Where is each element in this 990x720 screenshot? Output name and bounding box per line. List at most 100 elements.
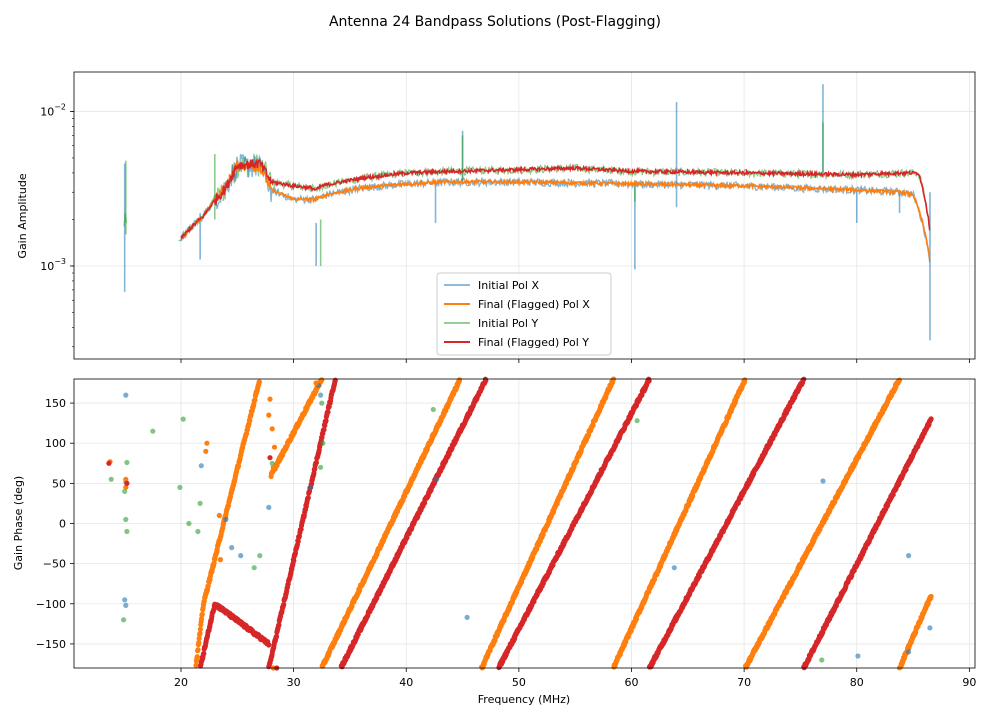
final-pol-y-line (180, 157, 931, 239)
final-pol-y-point (106, 460, 112, 466)
phase-y-tick-label: 50 (52, 477, 66, 490)
initial-pol-y-point (124, 528, 130, 535)
final-pol-x-point (193, 662, 199, 668)
initial-pol-y-point (150, 428, 156, 434)
initial-pol-y-point (430, 406, 436, 413)
initial-pol-y-point (320, 440, 326, 446)
initial-pol-x-point (927, 625, 933, 631)
final-pol-y-point (332, 377, 338, 383)
initial-pol-x-point (123, 392, 129, 398)
final-pol-y-point (281, 601, 287, 608)
final-pol-y-point (201, 650, 207, 657)
phase-y-ticks: −150 −100 −50 0 50 100 150 (36, 397, 74, 651)
initial-pol-x-point (229, 545, 235, 551)
final-pol-x-point (203, 448, 209, 454)
phase-y-tick-label: 150 (45, 397, 66, 410)
final-pol-x-point (247, 417, 253, 424)
final-pol-y-point (323, 418, 329, 424)
final-pol-x-point (252, 397, 258, 403)
legend-label-final-y: Final (Flagged) Pol Y (478, 336, 589, 349)
legend: Initial Pol X Final (Flagged) Pol X Init… (436, 272, 612, 356)
final-pol-x-point (214, 549, 220, 555)
final-pol-y-point (124, 480, 130, 486)
amplitude-y-label: Gain Amplitude (16, 173, 29, 258)
initial-pol-x-point (906, 649, 912, 655)
final-pol-x-point (269, 426, 275, 432)
final-pol-y-point (295, 538, 301, 545)
phase-x-tick-label: 50 (512, 676, 526, 689)
initial-pol-x-point (307, 484, 314, 490)
final-pol-x-point (197, 630, 203, 636)
amplitude-y-tick-label: 10−2 (40, 102, 66, 118)
final-pol-x-point (742, 377, 748, 383)
final-pol-x-line (180, 160, 931, 260)
phase-panel: 20 30 40 50 60 70 80 90 −150 −100 −50 0 50 100 150 Ga… (12, 376, 976, 706)
phase-y-tick-label: −100 (36, 598, 66, 611)
phase-x-tick-label: 60 (624, 676, 638, 689)
final-pol-y-point (305, 495, 311, 501)
final-pol-y-point (313, 460, 319, 466)
final-pol-x-point (690, 493, 696, 499)
final-pol-x-point (270, 464, 276, 470)
legend-box (436, 272, 612, 356)
initial-pol-x-point (122, 597, 128, 603)
initial-pol-x-point (820, 478, 826, 484)
phase-y-tick-label: 100 (45, 437, 66, 450)
final-pol-x-point (216, 512, 222, 519)
final-pol-x-point (204, 440, 210, 446)
final-pol-x-point (217, 557, 223, 563)
initial-pol-y-point (197, 500, 203, 506)
phase-x-tick-label: 20 (174, 676, 188, 689)
final-pol-y-point (325, 409, 331, 415)
final-pol-x-point (195, 647, 201, 653)
amplitude-panel: 10−3 10−2 Gain Amplitude Initial Pol X Fi… (16, 71, 976, 363)
initial-pol-y-point (108, 476, 114, 482)
phase-y-tick-label: 0 (59, 518, 66, 531)
final-pol-x-point (198, 616, 205, 622)
final-pol-x-point (456, 377, 463, 383)
initial-pol-y-point (319, 400, 325, 406)
phase-x-tick-label: 70 (737, 676, 751, 689)
final-pol-y-point (646, 378, 652, 384)
phase-x-tick-label: 80 (850, 676, 864, 689)
final-pol-x-point (123, 476, 129, 482)
final-pol-y-point (321, 427, 327, 433)
legend-label-initial-y: Initial Pol Y (478, 317, 538, 330)
final-pol-x-point (196, 635, 202, 642)
initial-pol-y-point (318, 464, 324, 470)
initial-pol-y-point (251, 565, 257, 571)
amplitude-series (123, 84, 931, 341)
final-pol-y-point (267, 455, 273, 461)
initial-pol-y-point (257, 553, 263, 559)
amplitude-y-ticks: 10−3 10−2 (40, 102, 74, 348)
phase-x-tick-label: 90 (962, 676, 976, 689)
initial-pol-y-point (195, 528, 201, 535)
final-pol-x-point (199, 611, 205, 618)
final-pol-x-point (196, 639, 202, 646)
final-pol-y-point (928, 416, 934, 422)
legend-label-initial-x: Initial Pol X (478, 279, 539, 292)
phase-y-tick-label: −150 (36, 638, 66, 651)
final-pol-x-point (266, 412, 272, 418)
initial-pol-y-point (180, 416, 186, 422)
amplitude-axes-frame (73, 71, 976, 360)
initial-pol-x-point (238, 553, 244, 559)
phase-series (106, 376, 934, 671)
final-pol-x-point (197, 626, 203, 632)
final-pol-y-point (422, 500, 428, 506)
initial-pol-x-point (266, 504, 272, 510)
phase-x-ticks: 20 30 40 50 60 70 80 90 (174, 668, 976, 689)
final-pol-x-point (319, 377, 325, 383)
final-pol-x-point (271, 444, 278, 450)
initial-pol-x-point (434, 476, 440, 482)
initial-pol-x-point (464, 614, 470, 621)
final-pol-y-point (291, 558, 297, 564)
initial-pol-y-point (122, 488, 128, 494)
phase-x-tick-label: 40 (399, 676, 413, 689)
initial-pol-y-point (121, 617, 127, 623)
figure-title: Antenna 24 Bandpass Solutions (Post-Flag… (329, 14, 661, 30)
initial-pol-x-point (855, 653, 861, 659)
initial-pol-y-point (177, 484, 183, 490)
amplitude-y-tick-label: 10−3 (40, 257, 66, 273)
